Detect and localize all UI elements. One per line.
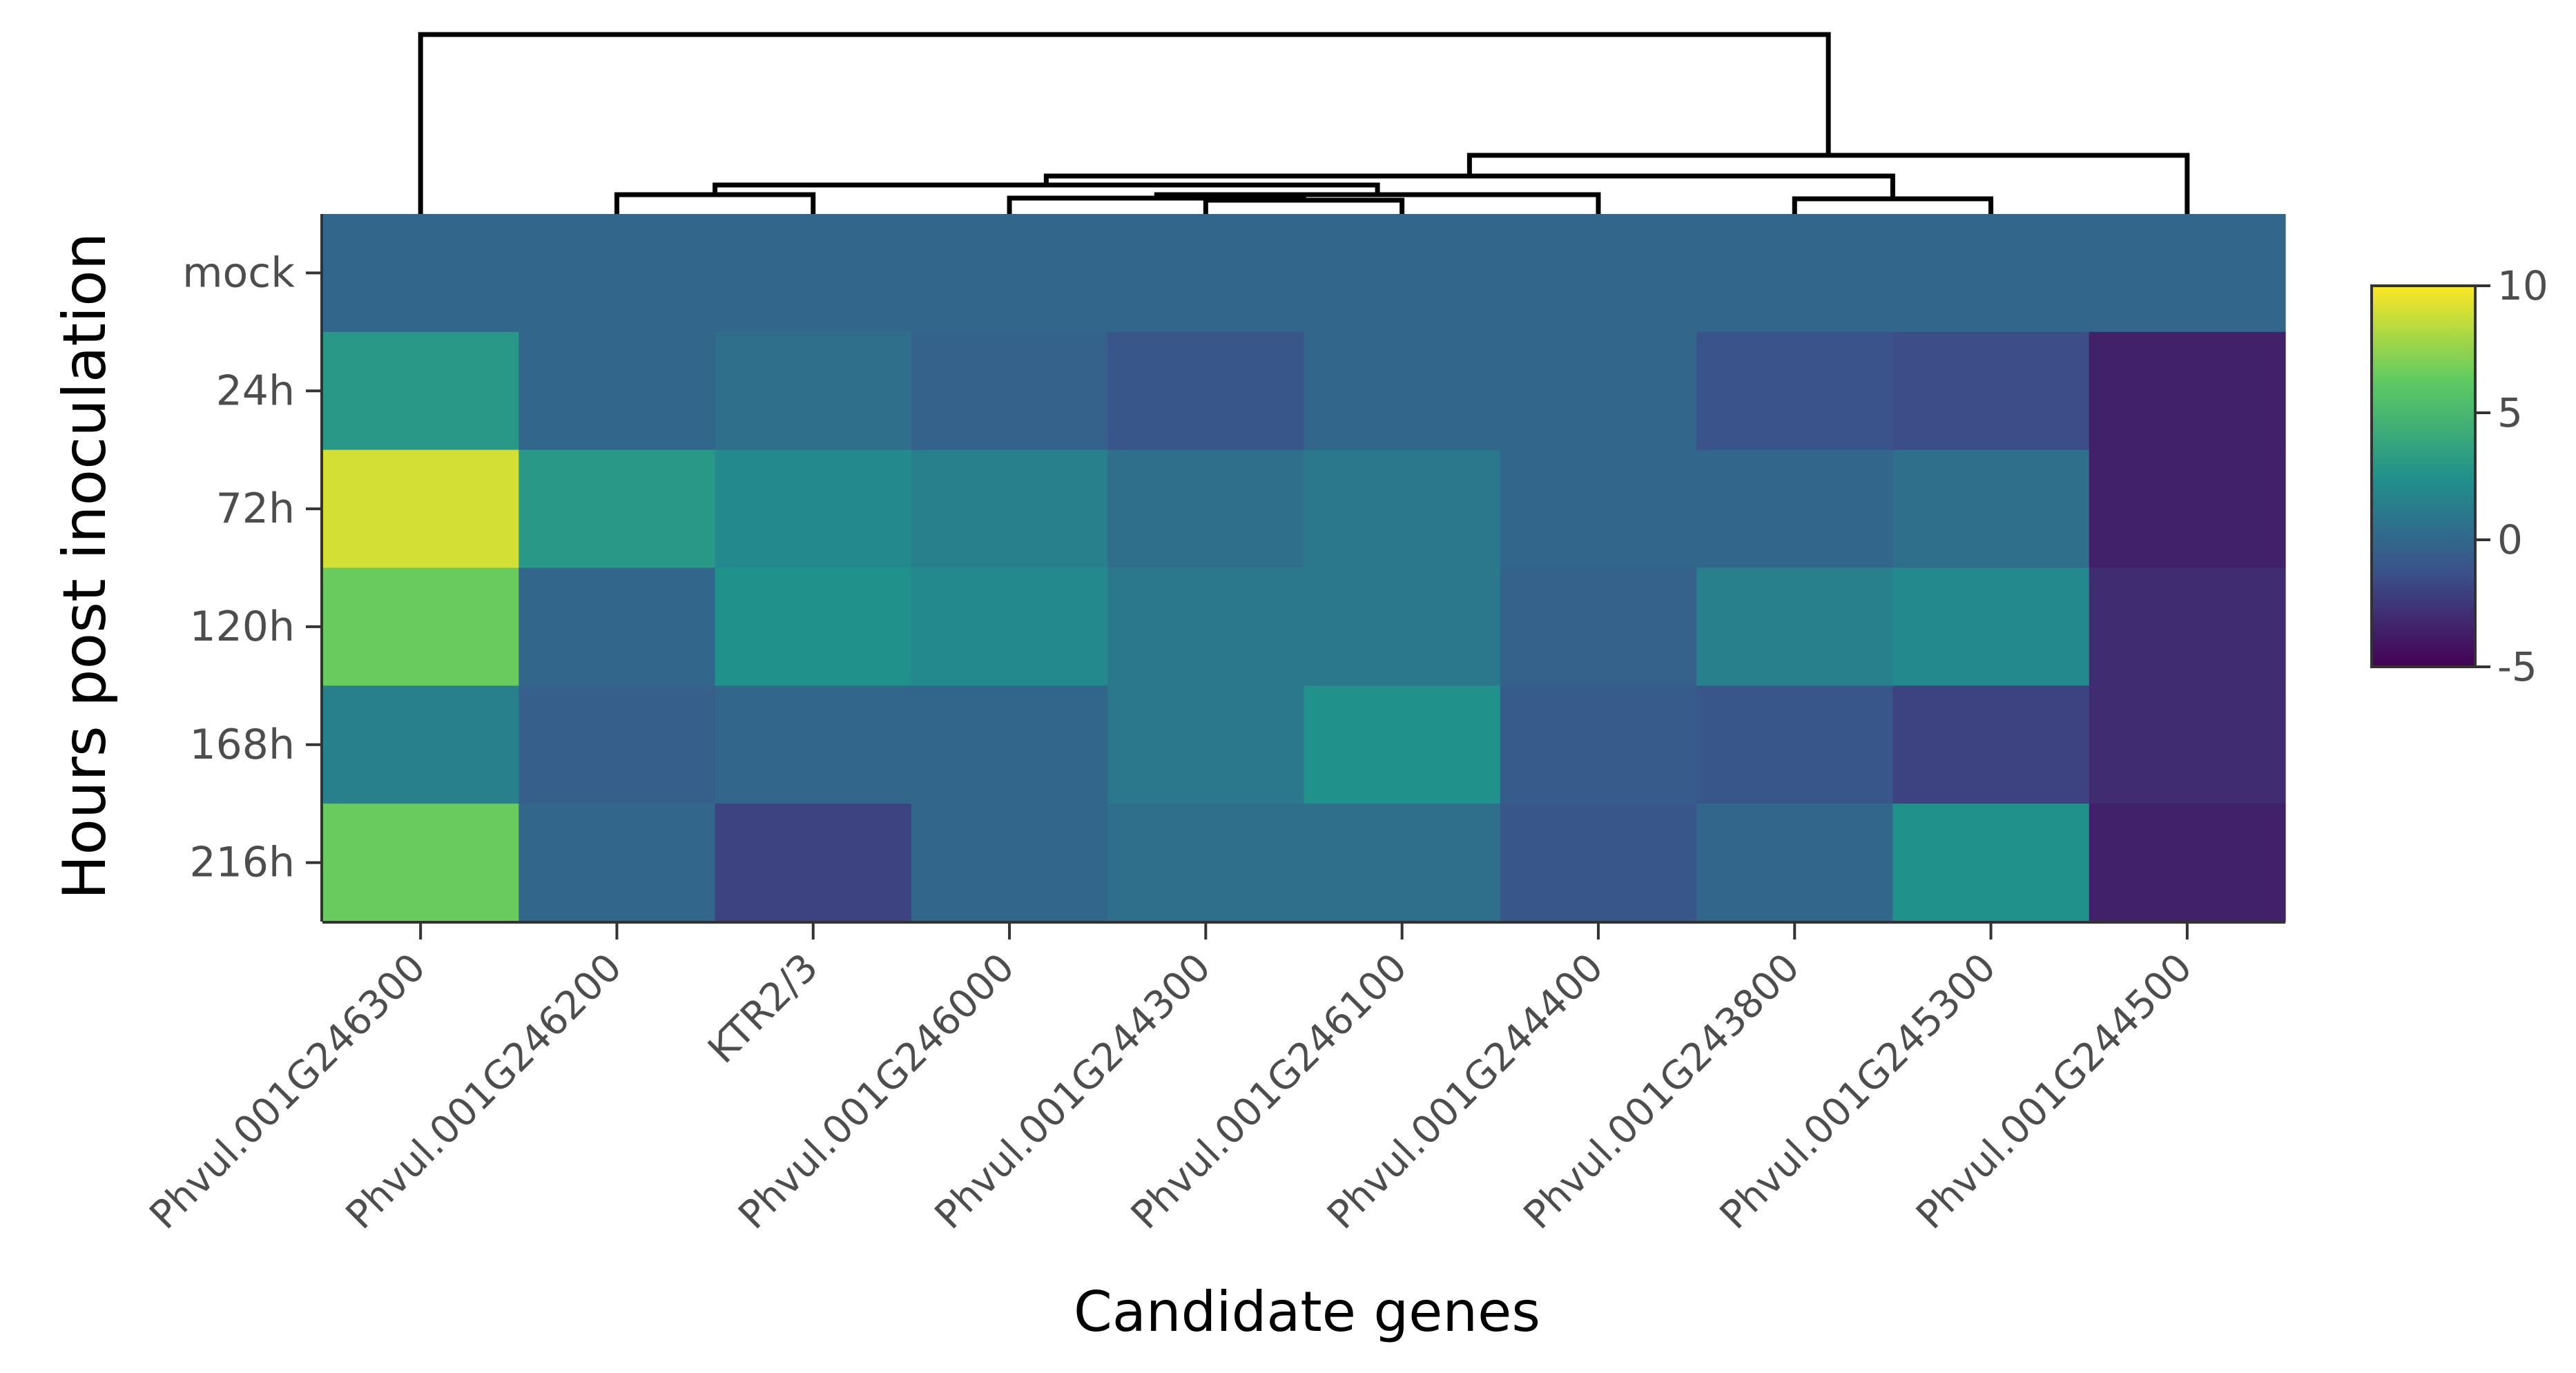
heatmap-cell: [1696, 804, 1893, 922]
heatmap-cell: [519, 331, 716, 451]
heatmap-cell: [322, 214, 519, 333]
y-tick-label: 72h: [216, 485, 295, 533]
heatmap-cell: [1696, 567, 1893, 686]
y-tick-label: 120h: [189, 603, 295, 651]
heatmap-cell: [1107, 449, 1305, 569]
heatmap-cell: [1304, 449, 1501, 569]
x-axis-title: Candidate genes: [1074, 1280, 1540, 1344]
heatmap-cell: [1107, 214, 1305, 333]
heatmap-cell: [1892, 214, 2090, 333]
heatmap-cell: [715, 449, 912, 569]
heatmap-cell: [715, 214, 912, 333]
heatmap-cell: [2089, 214, 2286, 333]
heatmap-cell: [1304, 685, 1501, 804]
heatmap-cell: [1107, 567, 1305, 686]
heatmap-cell: [1304, 331, 1501, 451]
heatmap-cell: [715, 804, 912, 922]
dendrogram-branch: [1007, 195, 1306, 214]
heatmap-cell: [519, 567, 716, 686]
heatmap-cell: [911, 804, 1108, 922]
colorbar-tick-label: -5: [2497, 643, 2537, 690]
heatmap-cell: [322, 804, 519, 922]
heatmap-cell: [1696, 214, 1893, 333]
dendrogram-branch: [418, 32, 1831, 214]
heatmap-cell: [1500, 214, 1697, 333]
heatmap-cell: [519, 685, 716, 804]
heatmap-cell: [322, 567, 519, 686]
heatmap-cell: [519, 804, 716, 922]
y-tick-label: 24h: [216, 367, 295, 415]
heatmap-cell: [1107, 804, 1305, 922]
heatmap-cell: [911, 214, 1108, 333]
heatmap-cell: [715, 331, 912, 451]
heatmap-cell: [715, 685, 912, 804]
dendrogram-branch: [1466, 153, 2190, 214]
heatmap-cell: [1892, 685, 2090, 804]
heatmap-cell: [1696, 331, 1893, 451]
colorbar-tick-label: 0: [2497, 516, 2523, 563]
heatmap-cell: [1696, 449, 1893, 569]
colorbar: 10 5 0 -5: [2370, 262, 2548, 690]
heatmap-cell: [1500, 331, 1697, 451]
heatmap-cell: [1500, 685, 1697, 804]
heatmap-cell: [519, 214, 716, 333]
dendrogram-branch: [1203, 197, 1405, 214]
heatmap-cell: [1304, 804, 1501, 922]
heatmap-cell: [911, 685, 1108, 804]
colorbar-gradient: [2370, 284, 2477, 668]
heatmap-cell: [322, 331, 519, 451]
dendrogram-branch: [614, 192, 816, 214]
heatmap-cell: [911, 449, 1108, 569]
heatmap-cells: [322, 214, 2286, 922]
heatmap-cell: [1892, 331, 2090, 451]
heatmap-cell: [1500, 567, 1697, 686]
heatmap-cell: [715, 567, 912, 686]
colorbar-tick-label: 10: [2497, 262, 2548, 309]
heatmap-cell: [1304, 214, 1501, 333]
colorbar-tick-label: 5: [2497, 389, 2523, 436]
heatmap-cell: [1892, 567, 2090, 686]
heatmap-cell: [1304, 567, 1501, 686]
dendrogram-branch: [1792, 196, 1994, 214]
heatmap-cell: [2089, 804, 2286, 922]
heatmap-cell: [2089, 331, 2286, 451]
heatmap-cell: [1107, 331, 1305, 451]
heatmap-cell: [1107, 685, 1305, 804]
heatmap-cell: [519, 449, 716, 569]
heatmap-cell: [1892, 449, 2090, 569]
y-tick-label: 168h: [189, 721, 295, 769]
y-axis: mock 24h 72h 120h 168h 216h: [182, 214, 323, 922]
y-axis-title: Hours post inoculation: [50, 233, 119, 900]
heatmap-cell: [1500, 804, 1697, 922]
heatmap-cell: [2089, 685, 2286, 804]
column-dendrogram: [418, 32, 2190, 214]
x-tick-label: KTR2/3: [699, 945, 826, 1072]
y-tick-label: mock: [182, 249, 295, 297]
heatmap-cell: [2089, 567, 2286, 686]
heatmap-cell: [1696, 685, 1893, 804]
heatmap-cell: [2089, 449, 2286, 569]
heatmap-cell: [911, 567, 1108, 686]
y-tick-label: 216h: [189, 839, 295, 887]
heatmap-cell: [1500, 449, 1697, 569]
heatmap-cell: [911, 331, 1108, 451]
heatmap-cell: [1892, 804, 2090, 922]
heatmap-cell: [322, 449, 519, 569]
heatmap-cell: [322, 685, 519, 804]
